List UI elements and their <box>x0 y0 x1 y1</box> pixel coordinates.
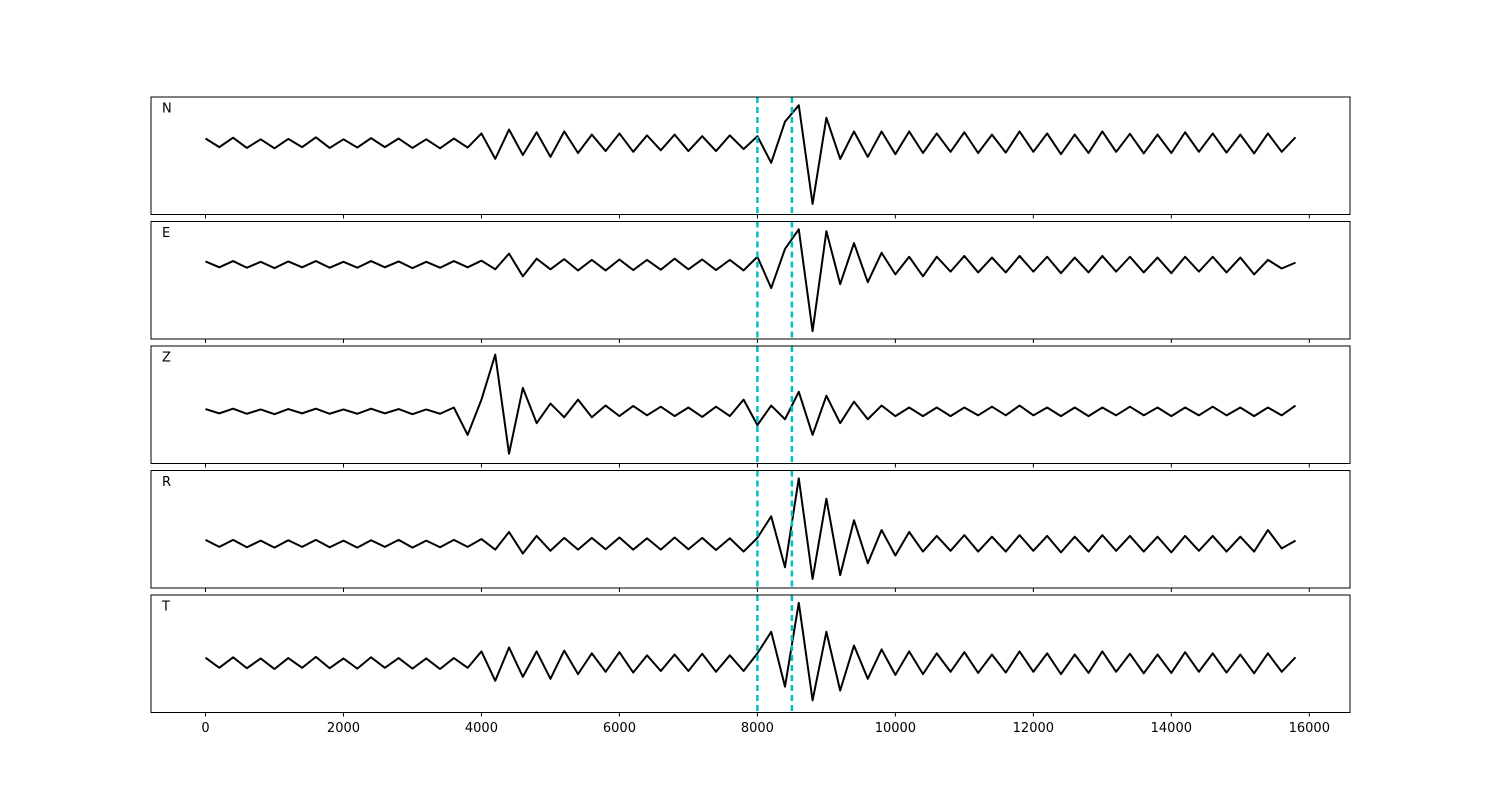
panel-frame <box>150 594 1351 713</box>
x-tick-label: 14000 <box>1151 721 1192 736</box>
trace <box>205 228 1296 333</box>
panel-label: R <box>162 475 171 490</box>
x-tick-label: 8000 <box>741 721 774 736</box>
panel-frame <box>150 470 1351 589</box>
trace <box>205 353 1297 455</box>
panel-frame <box>150 221 1351 340</box>
panel-frame <box>150 345 1351 464</box>
x-tick-label: 10000 <box>875 721 916 736</box>
x-tick-label: 2000 <box>327 721 360 736</box>
panel-label: E <box>162 226 170 241</box>
x-tick-label: 0 <box>201 721 209 736</box>
x-tick-label: 4000 <box>465 721 498 736</box>
panel-frame <box>150 96 1351 215</box>
x-tick-label: 12000 <box>1013 721 1054 736</box>
x-tick-label: 16000 <box>1289 721 1330 736</box>
trace <box>204 104 1297 205</box>
panel-label: N <box>162 102 172 117</box>
panel-label: T <box>161 600 170 615</box>
panel-label: Z <box>162 351 171 366</box>
trace <box>204 601 1297 702</box>
trace <box>205 477 1296 580</box>
x-tick-label: 6000 <box>603 721 636 736</box>
